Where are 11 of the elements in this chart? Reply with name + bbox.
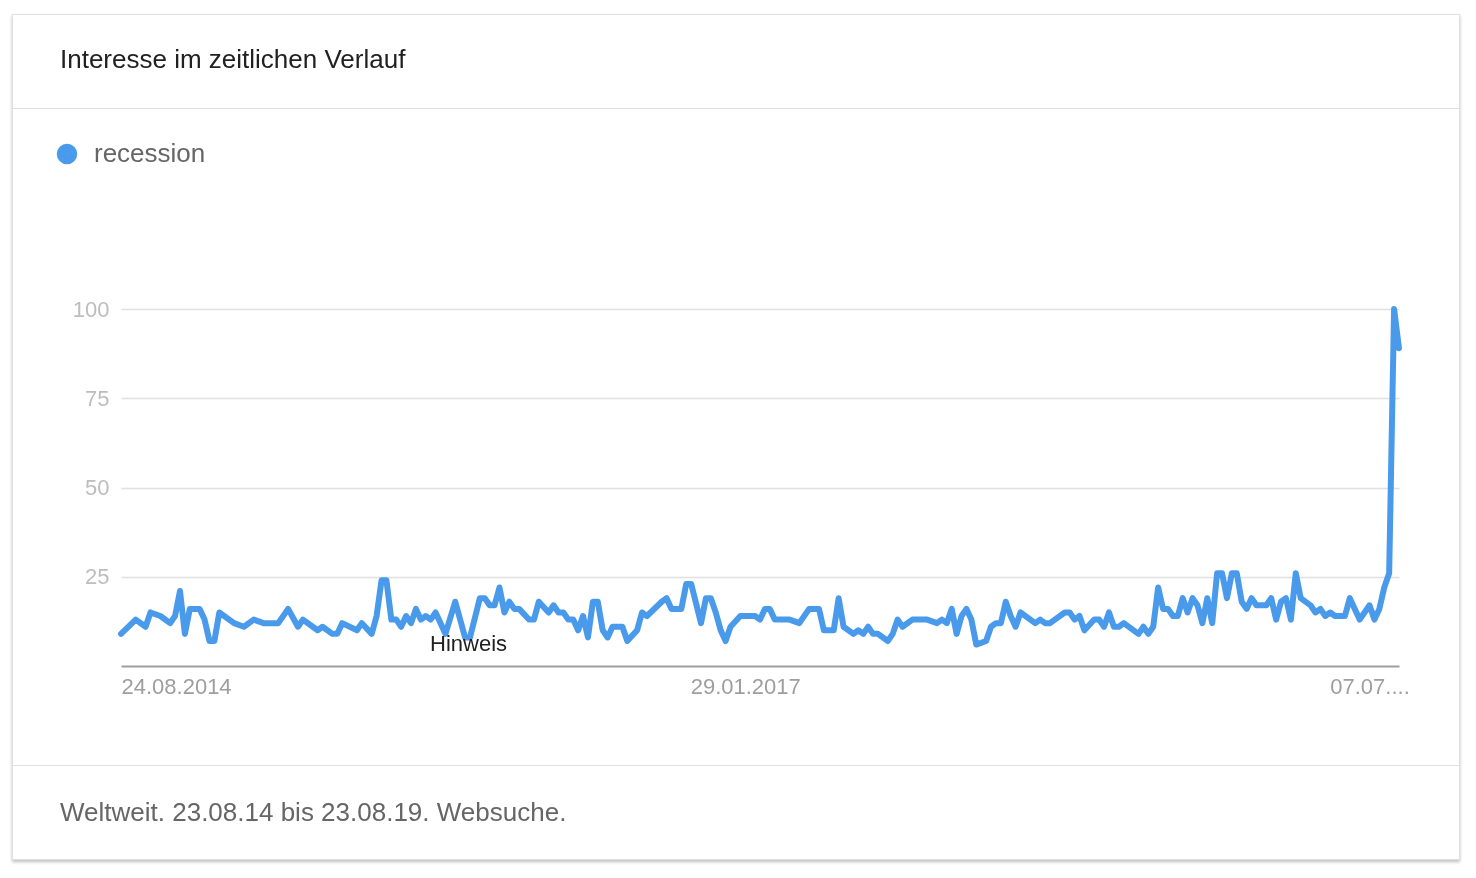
y-tick-label: 75 [85, 385, 110, 411]
x-tick-label: 07.07.... [1330, 673, 1410, 699]
y-tick-label: 25 [85, 564, 110, 590]
annotation: Hinweis [430, 631, 508, 656]
y-tick-label: 50 [85, 475, 110, 500]
x-tick-label: 29.01.2017 [690, 673, 801, 699]
chart-title: Interesse im zeitlichen Verlauf [60, 44, 406, 75]
x-tick-label: 24.08.2014 [121, 673, 232, 699]
y-tick-label: 100 [72, 296, 110, 322]
text: Weltweit. 23.08.14 bis 23.08.19. Websuche. [60, 797, 567, 828]
legend-label: recession [94, 138, 206, 168]
